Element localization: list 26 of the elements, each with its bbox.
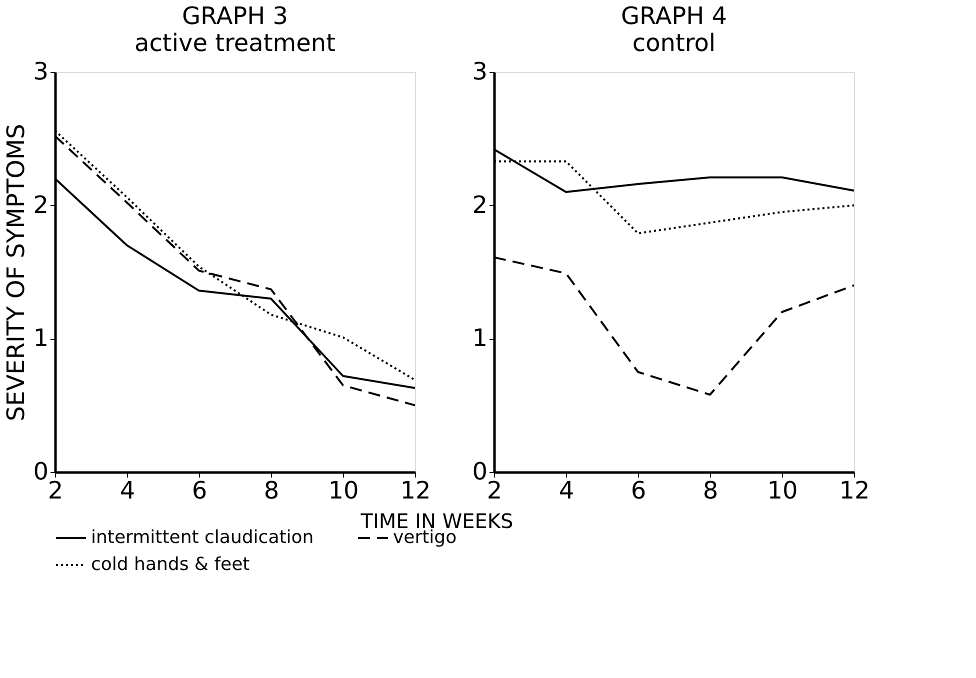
x-tick-label: 10 <box>767 476 798 504</box>
y-tick-label: 3 <box>472 58 488 86</box>
y-tick-label: 2 <box>33 190 48 219</box>
x-tick-label: 12 <box>839 476 870 504</box>
y-tick-label: 1 <box>33 324 48 352</box>
y-tick-label: 2 <box>472 190 488 219</box>
x-tick-label: 4 <box>558 476 574 504</box>
chart-subtitle: active treatment <box>134 29 336 57</box>
y-tick-label: 1 <box>472 324 488 352</box>
x-tick-label: 8 <box>264 476 280 504</box>
chart-title: GRAPH 4 <box>620 2 728 30</box>
x-tick-label: 8 <box>702 476 718 504</box>
y-tick-label: 0 <box>33 458 48 486</box>
y-tick-label: 3 <box>33 58 48 86</box>
x-tick-label: 12 <box>400 476 431 504</box>
y-axis-title: SEVERITY OF SYMPTOMS <box>2 124 30 422</box>
legend-label: vertigo <box>393 527 457 548</box>
chart-title: GRAPH 3 <box>182 2 288 30</box>
legend-label: intermittent claudication <box>91 527 314 548</box>
x-tick-label: 6 <box>192 476 208 504</box>
x-tick-label: 4 <box>120 476 136 504</box>
y-tick-label: 0 <box>472 458 488 486</box>
x-tick-label: 10 <box>328 476 359 504</box>
legend-label: cold hands & feet <box>91 554 250 575</box>
x-tick-label: 6 <box>630 476 646 504</box>
chart-subtitle: control <box>632 29 716 57</box>
